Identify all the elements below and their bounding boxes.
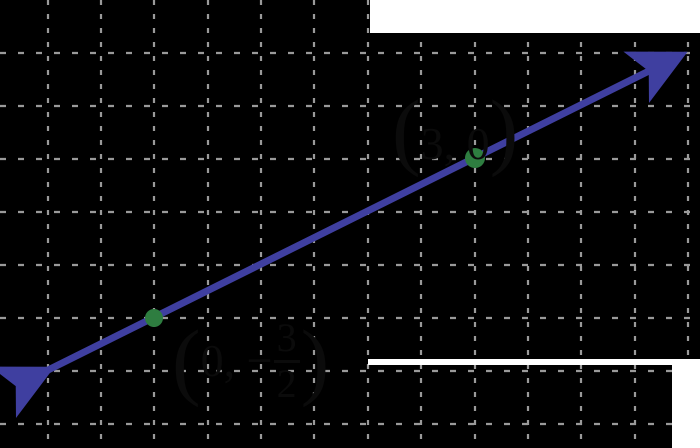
fraction-three-halves: 3 2: [273, 315, 300, 406]
fraction-bar: [273, 359, 300, 363]
open-paren-x: (: [392, 82, 421, 178]
minus-sign: −: [246, 335, 273, 387]
x-intercept-x-value: 3: [420, 118, 444, 169]
white-overlay-right: [672, 365, 700, 448]
x-intercept-comma: ,: [443, 118, 456, 169]
point-x-intercept: [465, 148, 485, 168]
label-x-intercept: (3, 0): [392, 87, 518, 173]
label-y-intercept: (0, − 3 2 ): [172, 312, 330, 409]
fraction-denominator: 2: [276, 360, 297, 406]
y-intercept-comma: ,: [223, 335, 236, 387]
white-overlay-strip: [368, 359, 700, 365]
x-intercept-y-value: 0: [466, 118, 490, 169]
close-paren-x: ): [489, 82, 519, 178]
white-overlay-top: [370, 0, 700, 33]
y-intercept-x-value: 0: [200, 335, 224, 387]
point-y-intercept: [145, 309, 163, 327]
fraction-numerator: 3: [276, 315, 297, 360]
open-paren-y: (: [172, 312, 201, 409]
linear-function-line: [0, 51, 688, 419]
close-paren-y: ): [300, 312, 330, 409]
